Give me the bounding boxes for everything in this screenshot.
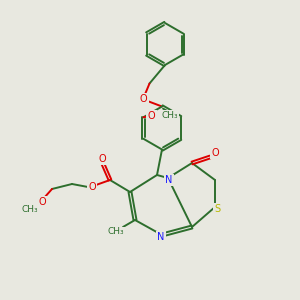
Text: CH₃: CH₃	[22, 205, 38, 214]
Text: O: O	[211, 148, 219, 158]
Text: CH₃: CH₃	[108, 227, 124, 236]
Text: O: O	[140, 94, 147, 104]
Text: N: N	[165, 175, 173, 185]
Text: O: O	[88, 182, 96, 192]
Text: O: O	[38, 197, 46, 207]
Text: S: S	[214, 204, 220, 214]
Text: O: O	[148, 111, 155, 121]
Text: N: N	[157, 232, 165, 242]
Text: CH₃: CH₃	[161, 111, 178, 120]
Text: O: O	[98, 154, 106, 164]
